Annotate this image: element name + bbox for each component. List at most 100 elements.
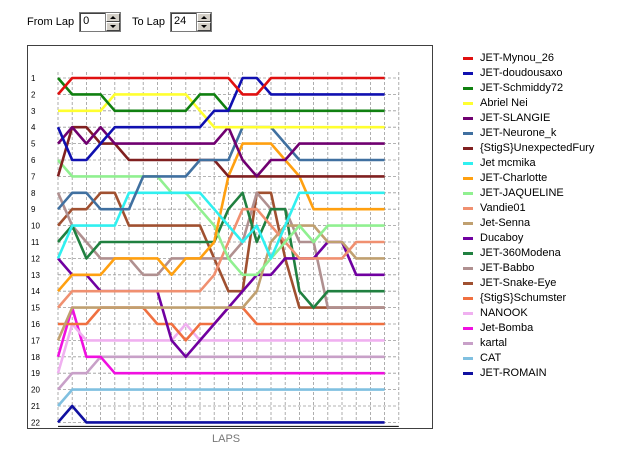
legend-label: CAT xyxy=(480,352,502,364)
arrow-down-icon xyxy=(110,25,117,28)
series-line xyxy=(58,93,385,129)
legend-item: JET-Mynou_26 xyxy=(463,51,554,65)
arrow-up-icon xyxy=(110,16,117,19)
legend-label: NANOOK xyxy=(480,307,528,319)
legend-label: JET-Schmiddy72 xyxy=(480,82,564,94)
y-tick-label: 12 xyxy=(31,254,40,263)
legend-item: Vandie01 xyxy=(463,201,526,215)
legend-label: JET-360Modena xyxy=(480,247,561,259)
legend-swatch xyxy=(463,146,473,150)
series-line xyxy=(58,306,385,342)
legend-swatch xyxy=(463,161,473,165)
lap-position-chart: 1234567891011121314151617181920212201234… xyxy=(31,72,400,427)
series-line xyxy=(57,125,385,211)
legend-item: JET-ROMAIN xyxy=(463,366,547,380)
legend-label: JET-SLANGIE xyxy=(480,112,551,124)
y-tick-label: 4 xyxy=(31,123,36,132)
legend-item: Jet-Senna xyxy=(463,216,530,230)
to-lap-spinner[interactable]: 24 xyxy=(170,12,213,32)
legend-swatch xyxy=(463,206,473,210)
y-tick-label: 16 xyxy=(31,320,40,329)
legend-item: CAT xyxy=(463,351,501,365)
legend-label: Abriel Nei xyxy=(480,97,528,109)
series-line xyxy=(57,142,385,293)
y-tick-label: 21 xyxy=(31,402,40,411)
to-lap-up-button[interactable] xyxy=(197,13,212,22)
legend-swatch xyxy=(463,56,473,60)
legend-swatch xyxy=(463,236,473,240)
legend-swatch xyxy=(463,191,473,195)
from-lap-control: From Lap 0 xyxy=(27,12,122,32)
legend-item: JET-Neurone_k xyxy=(463,126,556,140)
from-lap-label: From Lap xyxy=(27,16,75,28)
legend-item: JET-doudousaxo xyxy=(463,66,563,80)
y-tick-label: 20 xyxy=(31,386,40,395)
legend-item: JET-JAQUELINE xyxy=(463,186,564,200)
series-line xyxy=(57,125,385,178)
y-tick-label: 5 xyxy=(31,140,36,149)
arrow-down-icon xyxy=(201,25,208,28)
series-line xyxy=(57,207,385,309)
legend-swatch xyxy=(463,86,473,90)
from-lap-spinner[interactable]: 0 xyxy=(79,12,122,32)
x-axis-label: LAPS xyxy=(212,433,241,445)
series-line xyxy=(57,76,385,96)
y-tick-label: 18 xyxy=(31,353,40,362)
legend-label: kartal xyxy=(480,337,507,349)
legend-item: JET-SLANGIE xyxy=(463,111,550,125)
to-lap-label: To Lap xyxy=(132,16,166,28)
legend-swatch xyxy=(463,341,473,345)
legend-swatch xyxy=(463,281,473,285)
legend-item: Jet mcmika xyxy=(463,156,536,170)
series-line xyxy=(56,191,385,260)
legend-item: JET-Schmiddy72 xyxy=(463,81,563,95)
legend-label: Ducaboy xyxy=(480,232,524,244)
legend-swatch xyxy=(463,221,473,225)
series-line xyxy=(56,76,385,162)
from-lap-down-button[interactable] xyxy=(106,22,121,31)
legend-swatch xyxy=(463,296,473,300)
legend-item: {StigS}Schumster xyxy=(463,291,566,305)
to-lap-control: To Lap 24 xyxy=(132,12,213,32)
legend-item: JET-360Modena xyxy=(463,246,561,260)
legend-label: JET-doudousaxo xyxy=(480,67,563,79)
legend-label: {StigS}UnexpectedFury xyxy=(480,142,595,154)
legend-label: JET-Babbo xyxy=(480,262,535,274)
y-tick-label: 1 xyxy=(31,74,36,83)
y-tick-label: 17 xyxy=(31,336,40,345)
legend-swatch xyxy=(463,356,473,360)
y-tick-label: 2 xyxy=(31,90,36,99)
legend-swatch xyxy=(463,326,473,330)
y-tick-label: 6 xyxy=(31,156,36,165)
legend-swatch xyxy=(463,116,473,120)
from-lap-up-button[interactable] xyxy=(106,13,121,22)
series-line xyxy=(57,404,385,424)
legend-label: Jet-Bomba xyxy=(480,322,534,334)
y-tick-label: 11 xyxy=(31,238,40,247)
legend-label: JET-Charlotte xyxy=(480,172,548,184)
legend-swatch xyxy=(463,101,473,105)
legend-label: Jet mcmika xyxy=(480,157,536,169)
y-tick-label: 3 xyxy=(31,107,36,116)
legend-item: NANOOK xyxy=(463,306,528,320)
arrow-up-icon xyxy=(201,16,208,19)
legend-swatch xyxy=(463,131,473,135)
legend-item: {StigS}UnexpectedFury xyxy=(463,141,594,155)
series-line xyxy=(57,388,385,407)
legend-item: Jet-Bomba xyxy=(463,321,533,335)
legend-item: kartal xyxy=(463,336,507,350)
legend-label: JET-Mynou_26 xyxy=(480,52,554,64)
legend-item: JET-Babbo xyxy=(463,261,534,275)
y-tick-label: 10 xyxy=(31,222,40,231)
series-line xyxy=(56,125,385,178)
y-tick-label: 14 xyxy=(31,287,40,296)
from-lap-value[interactable]: 0 xyxy=(83,15,90,27)
to-lap-down-button[interactable] xyxy=(197,22,212,31)
legend-swatch xyxy=(463,371,473,375)
y-tick-label: 8 xyxy=(31,189,36,198)
legend-label: JET-ROMAIN xyxy=(480,367,547,379)
legend-label: Vandie01 xyxy=(480,202,526,214)
to-lap-value[interactable]: 24 xyxy=(174,15,187,27)
series-line xyxy=(57,159,385,277)
y-tick-label: 19 xyxy=(31,369,40,378)
